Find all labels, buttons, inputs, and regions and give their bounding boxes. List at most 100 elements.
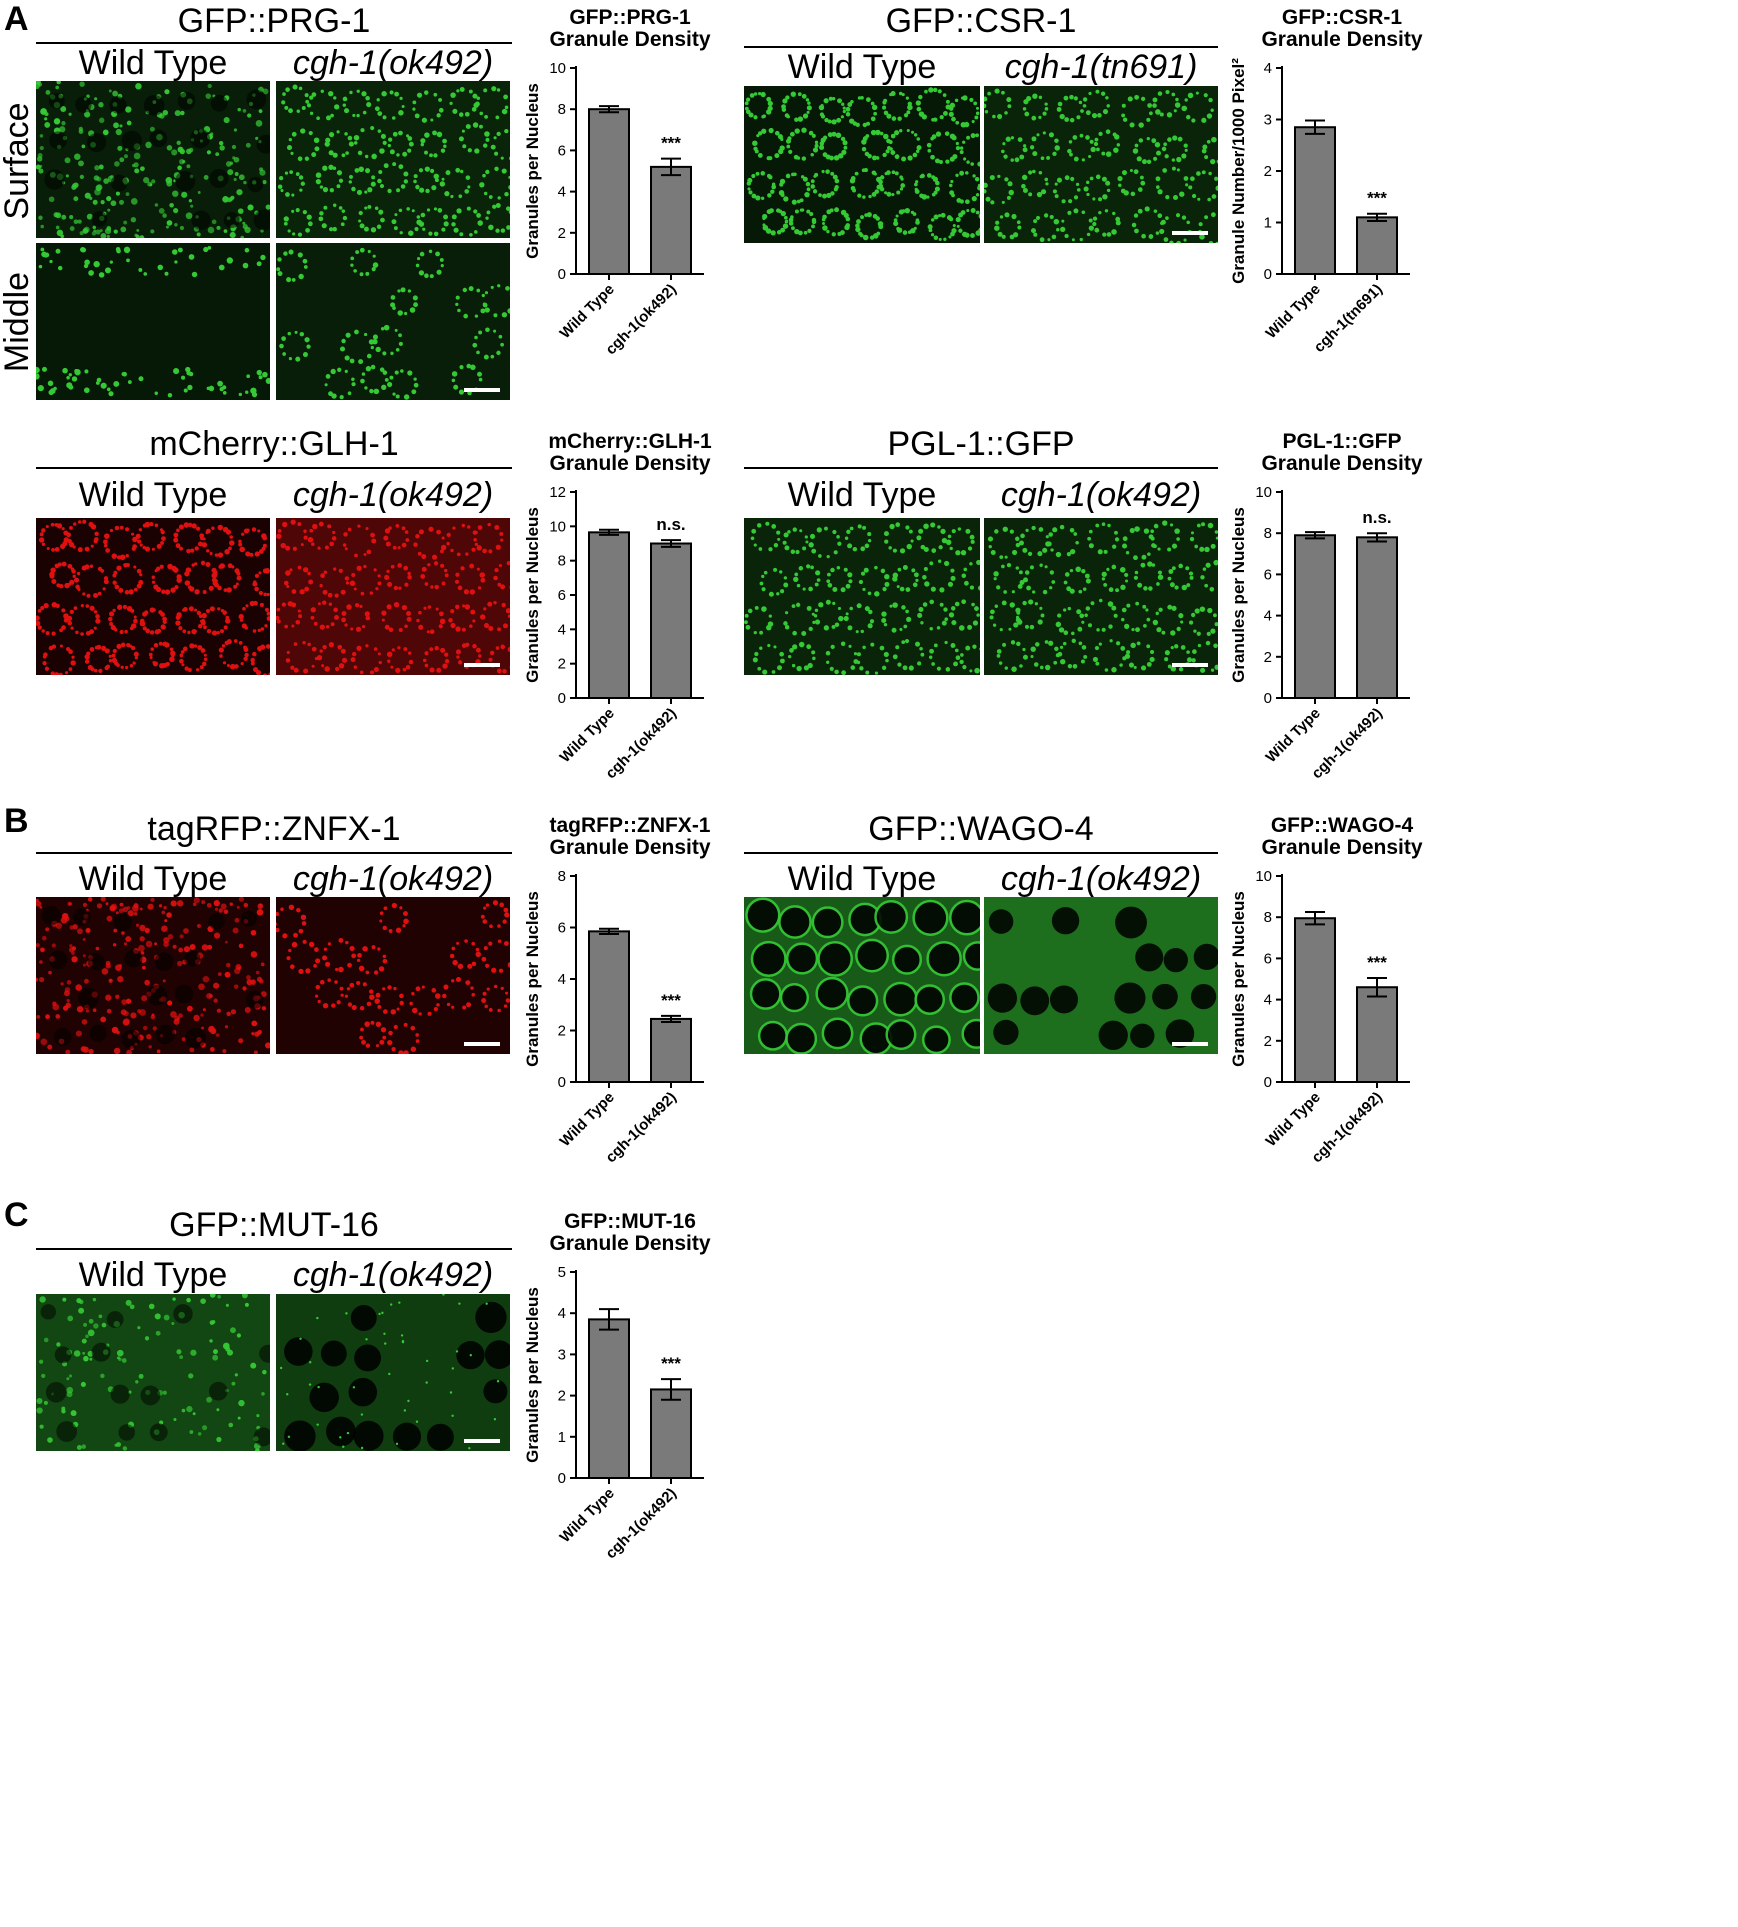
wago4-wt-image-texture: [744, 897, 980, 1054]
chart-csr1: GFP::CSR-1 Granule Density 0 1 2 3 4 Granule Nu…: [1226, 4, 1458, 404]
chart-title-line: GFP::MUT-16: [564, 1210, 696, 1233]
y-tick-label: 0: [1264, 1074, 1272, 1091]
chart-title-line: Granule Density: [1261, 836, 1423, 859]
mut16-mut-image-texture: [276, 1294, 510, 1451]
bar: [588, 930, 630, 1083]
error-bar: [599, 927, 619, 935]
mut16-wt-image: [36, 1294, 270, 1451]
category-label: Wild Type: [557, 1089, 618, 1150]
chart-title-line: Granule Density: [549, 1232, 711, 1255]
chart-title-line: Granule Density: [549, 452, 711, 475]
y-tick-label: 1: [1264, 215, 1272, 232]
znfx1-title-rule: [36, 852, 512, 854]
panel-letter-a: A: [4, 0, 29, 38]
scale-bar: [1172, 1042, 1208, 1046]
glh1-wt-image: [36, 518, 270, 675]
category-label: Wild Type: [557, 705, 618, 766]
y-tick-label: 2: [1264, 649, 1272, 666]
mut16-mut-image: [276, 1294, 510, 1451]
bar: [650, 1388, 692, 1479]
bar: [650, 542, 692, 699]
y-tick-label: 8: [1264, 525, 1272, 542]
y-tick-label: 4: [1264, 60, 1272, 77]
chart-wago4: GFP::WAGO-4 Granule Density 0 2 4 6 8 10 Granule…: [1226, 812, 1458, 1212]
significance-label: ***: [661, 991, 681, 1010]
glh1-wt-image-texture: [36, 518, 270, 675]
y-tick-label: 8: [558, 553, 566, 570]
y-tick-label: 10: [1255, 868, 1272, 885]
y-tick-label: 0: [558, 1074, 566, 1091]
y-tick-label: 2: [1264, 1033, 1272, 1050]
chart-glh1: mCherry::GLH-1 Granule Density 0 2 4 6 8 10 12 Gr…: [520, 428, 740, 828]
error-bar: [1305, 531, 1325, 540]
y-axis-label: Granules per Nucleus: [523, 83, 542, 259]
prg1-wt-surface-image: [36, 81, 270, 238]
significance-label: ***: [1367, 189, 1387, 208]
y-tick-label: 2: [558, 656, 566, 673]
y-axis-label: Granules per Nucleus: [523, 891, 542, 1067]
y-tick-label: 10: [549, 60, 566, 77]
pgl1-title-rule: [744, 467, 1218, 469]
chart-mut16: GFP::MUT-16 Granule Density 0 1 2 3 4 5 Granules…: [520, 1208, 740, 1608]
y-axis-label: Granule Number/1000 Pixel²: [1229, 58, 1248, 284]
chart-title-line: tagRFP::ZNFX-1: [549, 814, 711, 837]
pgl1-mut-label: cgh-1(ok492): [1000, 476, 1202, 514]
panel-letter-c: C: [4, 1196, 29, 1234]
wago4-wt-label: Wild Type: [787, 860, 937, 898]
y-tick-label: 5: [558, 1264, 566, 1281]
chart-prg1: GFP::PRG-1 Granule Density 0 2 4 6 8 10 Granules…: [520, 4, 740, 404]
glh1-title-rule: [36, 467, 512, 469]
error-bar: [661, 539, 681, 548]
error-bar: [599, 1308, 619, 1331]
significance-label: ***: [661, 134, 681, 153]
y-tick-label: 8: [558, 868, 566, 885]
mut16-title: GFP::MUT-16: [169, 1206, 379, 1244]
csr1-mut-image-texture: [984, 86, 1218, 243]
y-axis-label: Granules per Nucleus: [523, 1287, 542, 1463]
y-tick-label: 4: [558, 971, 566, 988]
chart-title-line: Granule Density: [1261, 452, 1423, 475]
chart-title-line: Granule Density: [549, 28, 711, 51]
scale-bar: [464, 1042, 500, 1046]
znfx1-mut-image-texture: [276, 897, 510, 1054]
csr1-mut-image: [984, 86, 1218, 243]
y-tick-label: 4: [558, 1305, 566, 1322]
y-tick-label: 0: [1264, 690, 1272, 707]
chart-title-line: GFP::CSR-1: [1281, 6, 1403, 29]
prg1-wt-surface-image-texture: [36, 81, 270, 238]
bar: [1356, 216, 1398, 276]
y-tick-label: 0: [1264, 266, 1272, 283]
znfx1-mut-image: [276, 897, 510, 1054]
category-label: Wild Type: [557, 1485, 618, 1546]
bar: [650, 165, 692, 276]
y-tick-label: 4: [558, 621, 566, 638]
y-axis-label: Granules per Nucleus: [523, 507, 542, 683]
prg1-mut-middle-image: [276, 243, 510, 400]
glh1-title: mCherry::GLH-1: [149, 425, 399, 463]
y-tick-label: 10: [549, 518, 566, 535]
znfx1-wt-image: [36, 897, 270, 1054]
y-tick-label: 3: [1264, 112, 1272, 129]
csr1-title: GFP::CSR-1: [885, 2, 1077, 40]
mut16-title-rule: [36, 1248, 512, 1250]
glh1-wt-label: Wild Type: [78, 476, 228, 514]
prg1-wt-middle-image: [36, 243, 270, 400]
prg1-mut-surface-image-texture: [276, 81, 510, 238]
category-label: Wild Type: [1263, 281, 1324, 342]
bar: [1356, 536, 1398, 699]
y-tick-label: 6: [558, 920, 566, 937]
chart-title-line: mCherry::GLH-1: [548, 430, 712, 453]
row-label-surface: Surface: [0, 102, 36, 220]
pgl1-wt-image: [744, 518, 980, 675]
bar: [1294, 917, 1336, 1084]
prg1-mut-surface-image: [276, 81, 510, 238]
y-tick-label: 2: [558, 225, 566, 242]
mut16-wt-image-texture: [36, 1294, 270, 1451]
panel-letter-b: B: [4, 802, 29, 840]
prg1-title-rule: [36, 42, 512, 44]
scale-bar: [464, 1439, 500, 1443]
znfx1-mut-label: cgh-1(ok492): [292, 860, 494, 898]
mut16-mut-label: cgh-1(ok492): [292, 1256, 494, 1294]
